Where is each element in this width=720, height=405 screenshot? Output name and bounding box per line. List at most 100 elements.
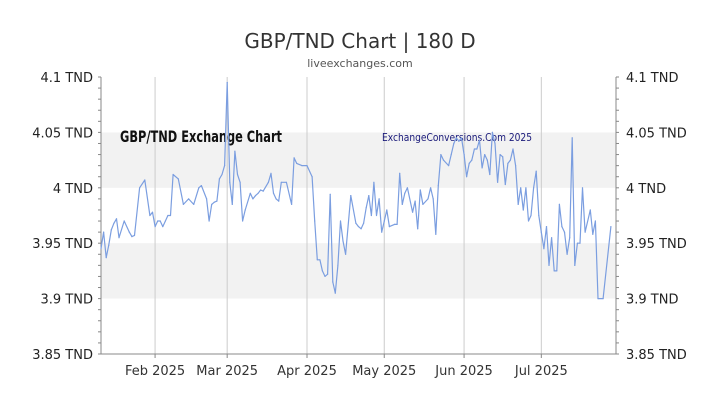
data-point [412,211,414,213]
y-tick-label-right: 4 TND [626,182,666,197]
data-point [440,154,442,156]
data-point [334,292,336,294]
data-point [430,187,432,189]
data-point [566,253,568,255]
data-point [242,220,244,222]
data-point [448,165,450,167]
data-point [206,198,208,200]
data-point [466,176,468,178]
data-point [211,203,213,205]
data-point [357,226,360,228]
data-point [314,220,316,222]
data-point [597,298,599,300]
data-point [563,231,566,233]
y-tick-label-left: 4 TND [53,182,93,197]
data-point [291,203,293,205]
data-point [108,244,110,246]
chart-title: GBP/TND Chart | 180 D [244,29,475,53]
data-point [339,220,342,222]
data-point [499,154,501,156]
data-point [257,192,259,194]
chart-subtitle: liveexchanges.com [307,57,412,70]
data-point [275,198,277,200]
data-point [218,178,220,180]
data-point [115,218,118,220]
data-point [151,211,154,213]
data-point [139,187,141,189]
data-point [507,162,509,164]
data-point [489,173,491,176]
data-point [162,226,164,228]
data-point [182,203,184,205]
data-point [177,178,179,180]
data-point [530,214,532,217]
data-point [329,193,331,195]
data-point [610,226,612,228]
data-point [545,226,548,228]
data-point [100,248,102,250]
data-point [435,233,437,235]
data-point [512,148,514,150]
data-point [497,181,499,183]
data-point [306,165,308,167]
data-point [293,157,295,159]
data-point [422,203,424,205]
data-point [561,226,563,228]
data-point [345,253,347,255]
y-tick-label-right: 3.95 TND [626,237,687,252]
x-tick-label: May 2025 [352,364,416,379]
data-point [520,187,522,189]
data-point [406,187,408,189]
data-point [363,222,365,224]
data-point [172,173,174,176]
data-point [118,237,120,239]
y-tick-label-left: 4.05 TND [32,126,93,141]
data-point [272,192,275,194]
data-point [551,237,553,239]
data-point [571,137,573,139]
data-point [594,220,597,222]
x-tick-label: Apr 2025 [277,364,337,379]
data-point [231,203,233,205]
data-point [198,187,200,189]
data-point [360,228,362,230]
data-point [316,259,318,261]
data-point [224,165,226,167]
data-point [368,195,370,197]
y-tick-label-left: 3.85 TND [32,348,93,363]
x-tick-label: Feb 2025 [125,364,185,379]
data-point [393,223,396,225]
data-point [350,195,352,197]
y-tick-label-left: 3.95 TND [32,237,93,252]
data-point [260,189,262,191]
data-point [296,162,298,164]
data-point [515,165,517,167]
data-point [509,159,511,161]
data-point [144,179,146,181]
x-axis: Feb 2025 Mar 2025 Apr 2025 May 2025 Jun 2025… [125,354,568,379]
data-point [226,81,228,84]
data-point [486,159,488,161]
data-point [399,172,401,174]
data-point [556,270,558,272]
y-tick-label-right: 3.9 TND [626,293,678,308]
data-point [584,231,586,233]
data-point [535,170,537,172]
data-point [249,192,251,194]
data-point [574,264,576,266]
background-bands [101,132,616,299]
data-point [319,259,321,261]
data-point [463,154,465,156]
data-point [450,154,452,156]
y-tick-label-left: 4.1 TND [41,71,93,86]
data-point [321,270,323,272]
data-point [110,229,112,231]
data-point [517,203,519,205]
data-point [229,181,231,183]
data-point [543,248,545,250]
data-point [221,173,223,176]
data-point [502,156,504,158]
data-point [533,187,535,189]
data-point [254,195,257,197]
data-point [216,200,218,202]
